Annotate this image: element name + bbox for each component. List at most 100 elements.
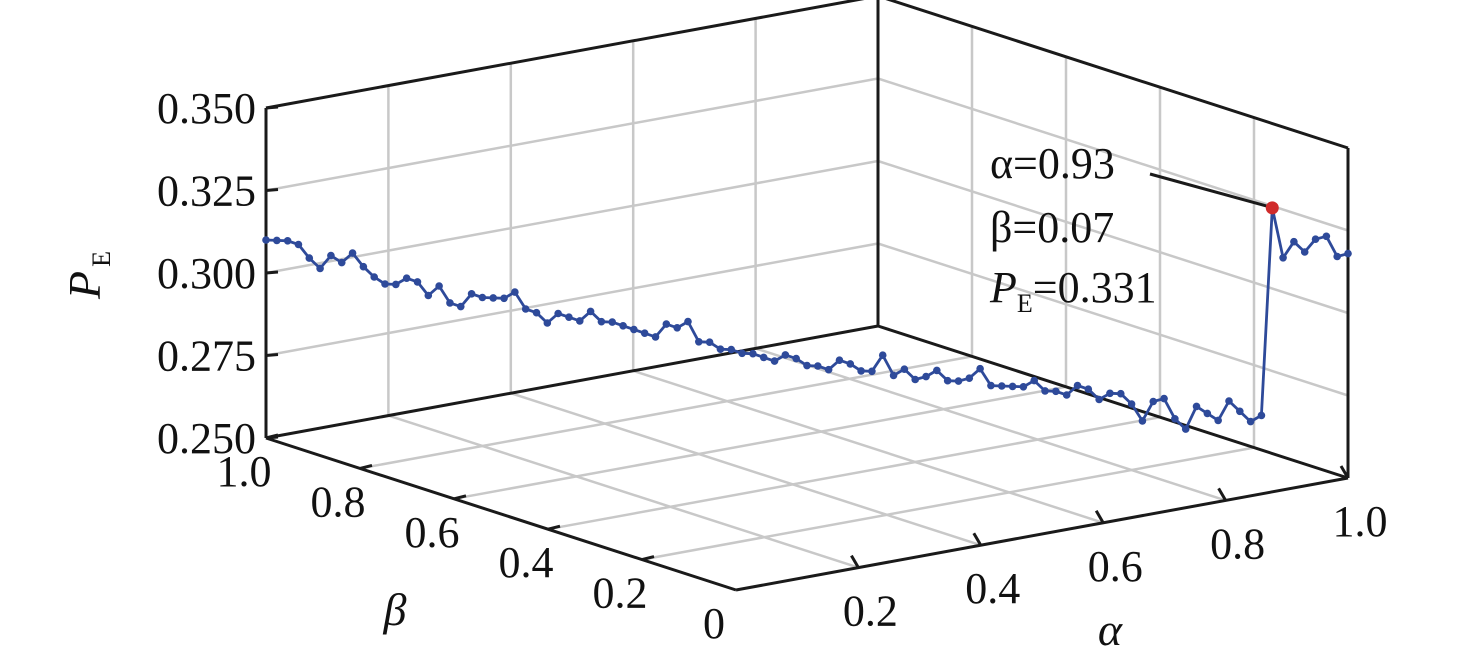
z-tick-label: 0.300 (157, 249, 256, 298)
data-point (651, 333, 660, 341)
data-point (521, 305, 530, 313)
data-point (1073, 381, 1082, 390)
data-point (348, 249, 357, 257)
data-point (965, 374, 974, 383)
data-point (900, 365, 909, 374)
data-point (370, 273, 379, 281)
y-tick-label: 0.6 (405, 508, 460, 557)
x-tick-label: 0.6 (1088, 542, 1143, 591)
data-point (1311, 235, 1320, 243)
data-point (586, 307, 595, 316)
data-point (489, 294, 498, 302)
y-tick-mark (547, 524, 561, 531)
data-point (543, 319, 552, 327)
annotation-beta: β=0.07 (990, 203, 1114, 252)
data-point (273, 236, 281, 245)
back-wall-gridline-horizontal (265, 242, 879, 357)
series-line (262, 204, 1352, 433)
data-point (1203, 409, 1212, 418)
grid (265, 18, 1349, 569)
data-point (1246, 417, 1255, 426)
data-point (413, 278, 422, 286)
data-point (392, 280, 400, 289)
x-axis-label: α (1098, 604, 1123, 653)
data-point (402, 274, 411, 283)
data-point (532, 308, 541, 317)
data-point (1333, 252, 1341, 261)
data-point (1160, 394, 1168, 403)
z-tick-label: 0.275 (157, 332, 256, 381)
data-point (630, 325, 638, 334)
x-tick-label: 1.0 (1333, 497, 1388, 546)
data-point (575, 317, 584, 325)
annotation-alpha: α=0.93 (990, 139, 1115, 188)
data-point (976, 364, 984, 373)
floor-gridline-alpha (388, 414, 859, 569)
floor-edge-alpha-max (877, 324, 1349, 480)
data-point (662, 320, 671, 328)
floor-gridline-alpha (755, 347, 1226, 502)
data-point (770, 357, 779, 365)
data-point (1052, 387, 1060, 396)
tick-labels: 0.250 0.275 0.300 0.325 0.350 0.2 0.4 0.6 0.8 1.0… (157, 84, 1388, 648)
y-tick-label: 0 (703, 599, 725, 648)
data-point (803, 361, 811, 370)
z-tick-label: 0.325 (157, 167, 256, 216)
data-point (835, 356, 844, 365)
floor-gridline-beta (453, 385, 1067, 501)
data-point (608, 318, 617, 326)
back-wall-gridline-horizontal (265, 159, 879, 275)
data-point (738, 349, 746, 358)
data-point (305, 254, 314, 262)
data-point (705, 338, 714, 347)
back-wall-gridline-horizontal (265, 77, 879, 192)
y-tick-label: 0.4 (499, 538, 554, 587)
top-edge-back (265, 0, 865, 110)
data-point (911, 375, 919, 384)
data-point (792, 354, 800, 363)
z-tick-mark (265, 188, 279, 192)
data-point (727, 345, 736, 354)
axis-beta-line (265, 436, 737, 592)
floor-gridline-beta (641, 446, 1255, 561)
data-point (716, 345, 725, 354)
data-point (1322, 232, 1331, 241)
x-tick-label: 0.8 (1210, 519, 1265, 568)
data-point (1095, 395, 1103, 404)
y-tick-label: 0.2 (593, 569, 648, 618)
data-point (294, 240, 303, 249)
data-point (868, 367, 876, 376)
data-point (781, 351, 790, 359)
data-point (943, 376, 952, 385)
data-point (749, 349, 757, 358)
data-point (283, 237, 292, 245)
axes-box (264, 0, 1350, 592)
data-point (1290, 237, 1298, 246)
data-point (565, 313, 573, 322)
annotation-leader-line (1149, 172, 1267, 208)
data-point (1030, 376, 1039, 385)
data-point (695, 338, 703, 346)
data-point (997, 382, 1006, 390)
axis-alpha-line (735, 476, 1349, 592)
z-tick-label: 0.250 (157, 414, 256, 463)
data-point (1344, 249, 1352, 258)
data-point (673, 324, 681, 332)
data-point (1116, 389, 1125, 398)
floor-gridline-alpha (510, 392, 982, 547)
data-point (619, 322, 627, 330)
data-point (1181, 425, 1190, 433)
data-point (1041, 387, 1049, 395)
y-tick-mark (359, 463, 373, 470)
data-point (1171, 415, 1179, 423)
floor-gridline-beta (359, 355, 973, 470)
data-point (1257, 411, 1266, 420)
side-wall-gridline-horizontal (877, 159, 1349, 315)
data-point (262, 236, 270, 244)
data-point (878, 351, 887, 360)
data-point (1106, 389, 1114, 398)
data-point (478, 293, 487, 302)
data-point (824, 365, 833, 374)
data-point (1062, 391, 1071, 399)
